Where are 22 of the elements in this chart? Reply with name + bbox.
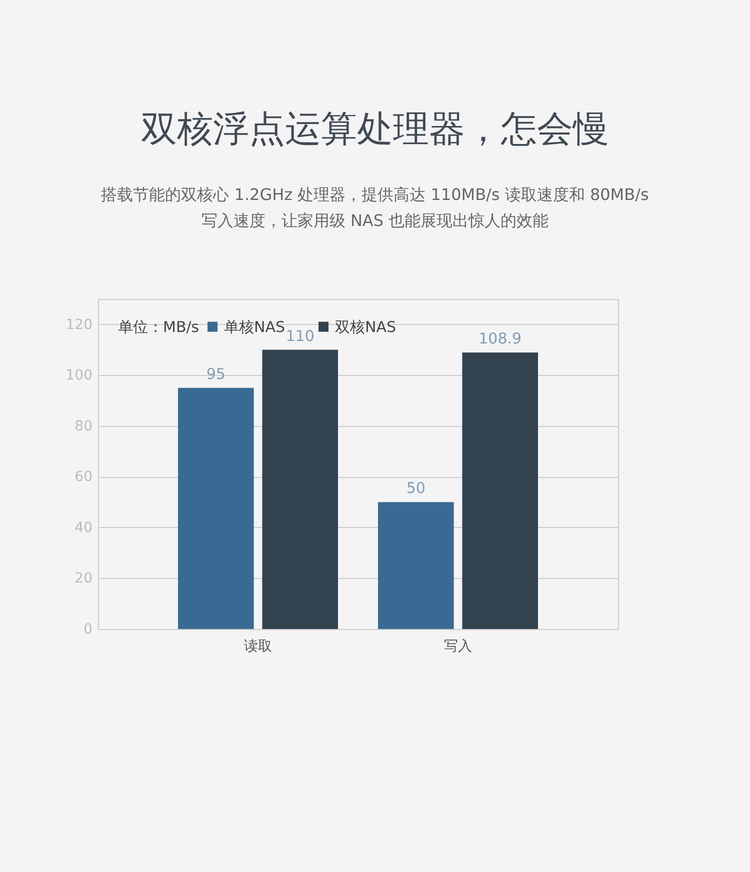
legend-label: 双核NAS bbox=[335, 318, 396, 336]
bar bbox=[178, 388, 254, 629]
legend-title: 单位：MB/s bbox=[118, 318, 200, 336]
data-label: 50 bbox=[406, 479, 426, 498]
data-label: 108.9 bbox=[478, 330, 522, 348]
chart-subtitle: 搭载节能的双核心 1.2GHz 处理器，提供高达 110MB/s 读取速度和 80MB/s 写入速度，让家用级 NAS 也能展现出惊人的效能 bbox=[100, 184, 650, 232]
chart-title: 双核浮点运算处理器，怎会慢 bbox=[140, 108, 610, 152]
y-tick-label: 100 bbox=[66, 368, 92, 384]
y-tick-label: 0 bbox=[84, 622, 92, 638]
data-label: 110 bbox=[286, 326, 314, 345]
x-tick-label: 读取 bbox=[244, 638, 272, 654]
bar bbox=[378, 502, 454, 629]
data-label: 95 bbox=[206, 364, 226, 383]
y-tick-label: 120 bbox=[66, 316, 92, 333]
bar bbox=[462, 352, 538, 629]
bar bbox=[262, 350, 338, 629]
y-tick-label: 20 bbox=[74, 570, 92, 587]
legend-label: 单核NAS bbox=[224, 318, 286, 336]
y-tick-label: 80 bbox=[74, 418, 92, 434]
x-tick-label: 写入 bbox=[444, 638, 472, 654]
y-tick-label: 40 bbox=[74, 520, 92, 536]
y-tick-label: 60 bbox=[74, 469, 92, 486]
